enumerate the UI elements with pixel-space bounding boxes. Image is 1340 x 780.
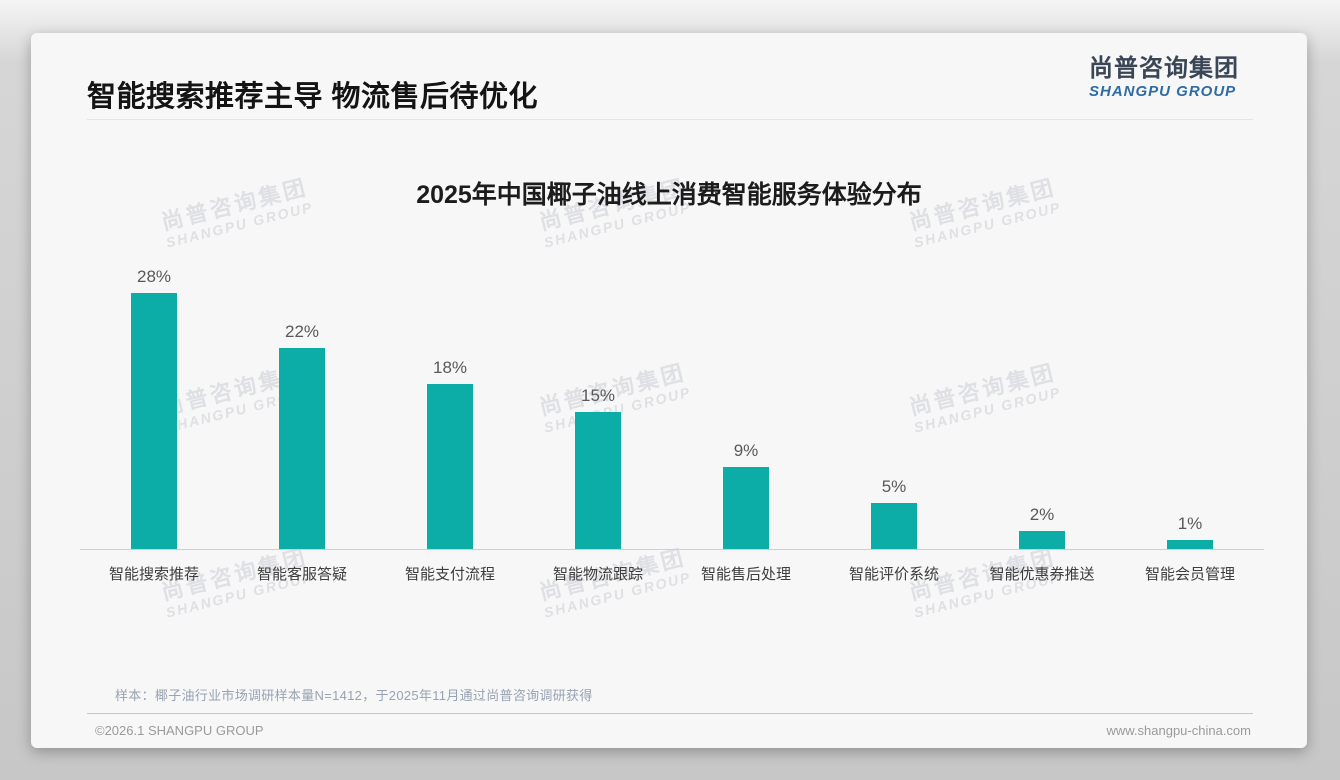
logo-chinese-text: 尚普咨询集团 [1089,55,1239,82]
bar-chart-plot-area: 28% 22% 18% 15% 9% 5% 2% 1% [80,33,1264,550]
category-label: 智能支付流程 [404,566,495,583]
category-label: 智能客服答疑 [256,566,347,583]
bar-group: 2% [968,33,1116,549]
bar-value-label: 22% [284,322,320,341]
category-label: 智能物流跟踪 [552,566,643,583]
logo-english-text: SHANGPU GROUP [1089,82,1237,100]
bar-group: 28% [80,33,228,549]
bar-value-label: 28% [136,267,172,286]
bar [1019,531,1065,549]
bar-group: 22% [228,33,376,549]
footer-copyright: ©2026.1 SHANGPU GROUP [95,723,264,738]
footer-divider [87,713,1253,714]
bar [1167,540,1213,549]
header-divider [87,119,1253,120]
chart-title: 2025年中国椰子油线上消费智能服务体验分布 [416,181,922,209]
bar-value-label: 2% [1029,505,1055,524]
bar-value-label: 15% [580,386,616,405]
category-label: 智能售后处理 [700,566,791,583]
bar-value-label: 5% [881,477,907,496]
bar [723,467,769,549]
bar-value-label: 18% [432,358,468,377]
category-label: 智能会员管理 [1144,566,1235,583]
category-label: 智能优惠券推送 [989,566,1095,583]
slide-card: 智能搜索推荐主导 物流售后待优化 尚普咨询集团 SHANGPU GROUP 尚普… [31,33,1307,748]
bar-group: 18% [376,33,524,549]
bar-group: 15% [524,33,672,549]
bar-group: 5% [820,33,968,549]
bar [131,293,177,549]
bar-group: 1% [1116,33,1264,549]
bar-value-label: 9% [733,441,759,460]
x-axis-category-labels: 智能搜索推荐 智能客服答疑 智能支付流程 智能物流跟踪 智能售后处理 智能评价系统 智能优惠… [80,563,1264,587]
bar [871,503,917,549]
bar-group: 9% [672,33,820,549]
category-label: 智能评价系统 [848,566,939,583]
sample-note: 样本：椰子油行业市场调研样本量N=1412，于2025年11月通过尚普咨询调研获… [115,688,593,703]
bar [575,412,621,549]
bar-value-label: 1% [1177,514,1203,533]
company-logo: 尚普咨询集团 SHANGPU GROUP [1089,55,1239,100]
footer-website: www.shangpu-china.com [1106,723,1251,738]
bar [427,384,473,549]
category-label: 智能搜索推荐 [108,566,199,583]
bar [279,348,325,549]
page-title: 智能搜索推荐主导 物流售后待优化 [87,81,539,113]
